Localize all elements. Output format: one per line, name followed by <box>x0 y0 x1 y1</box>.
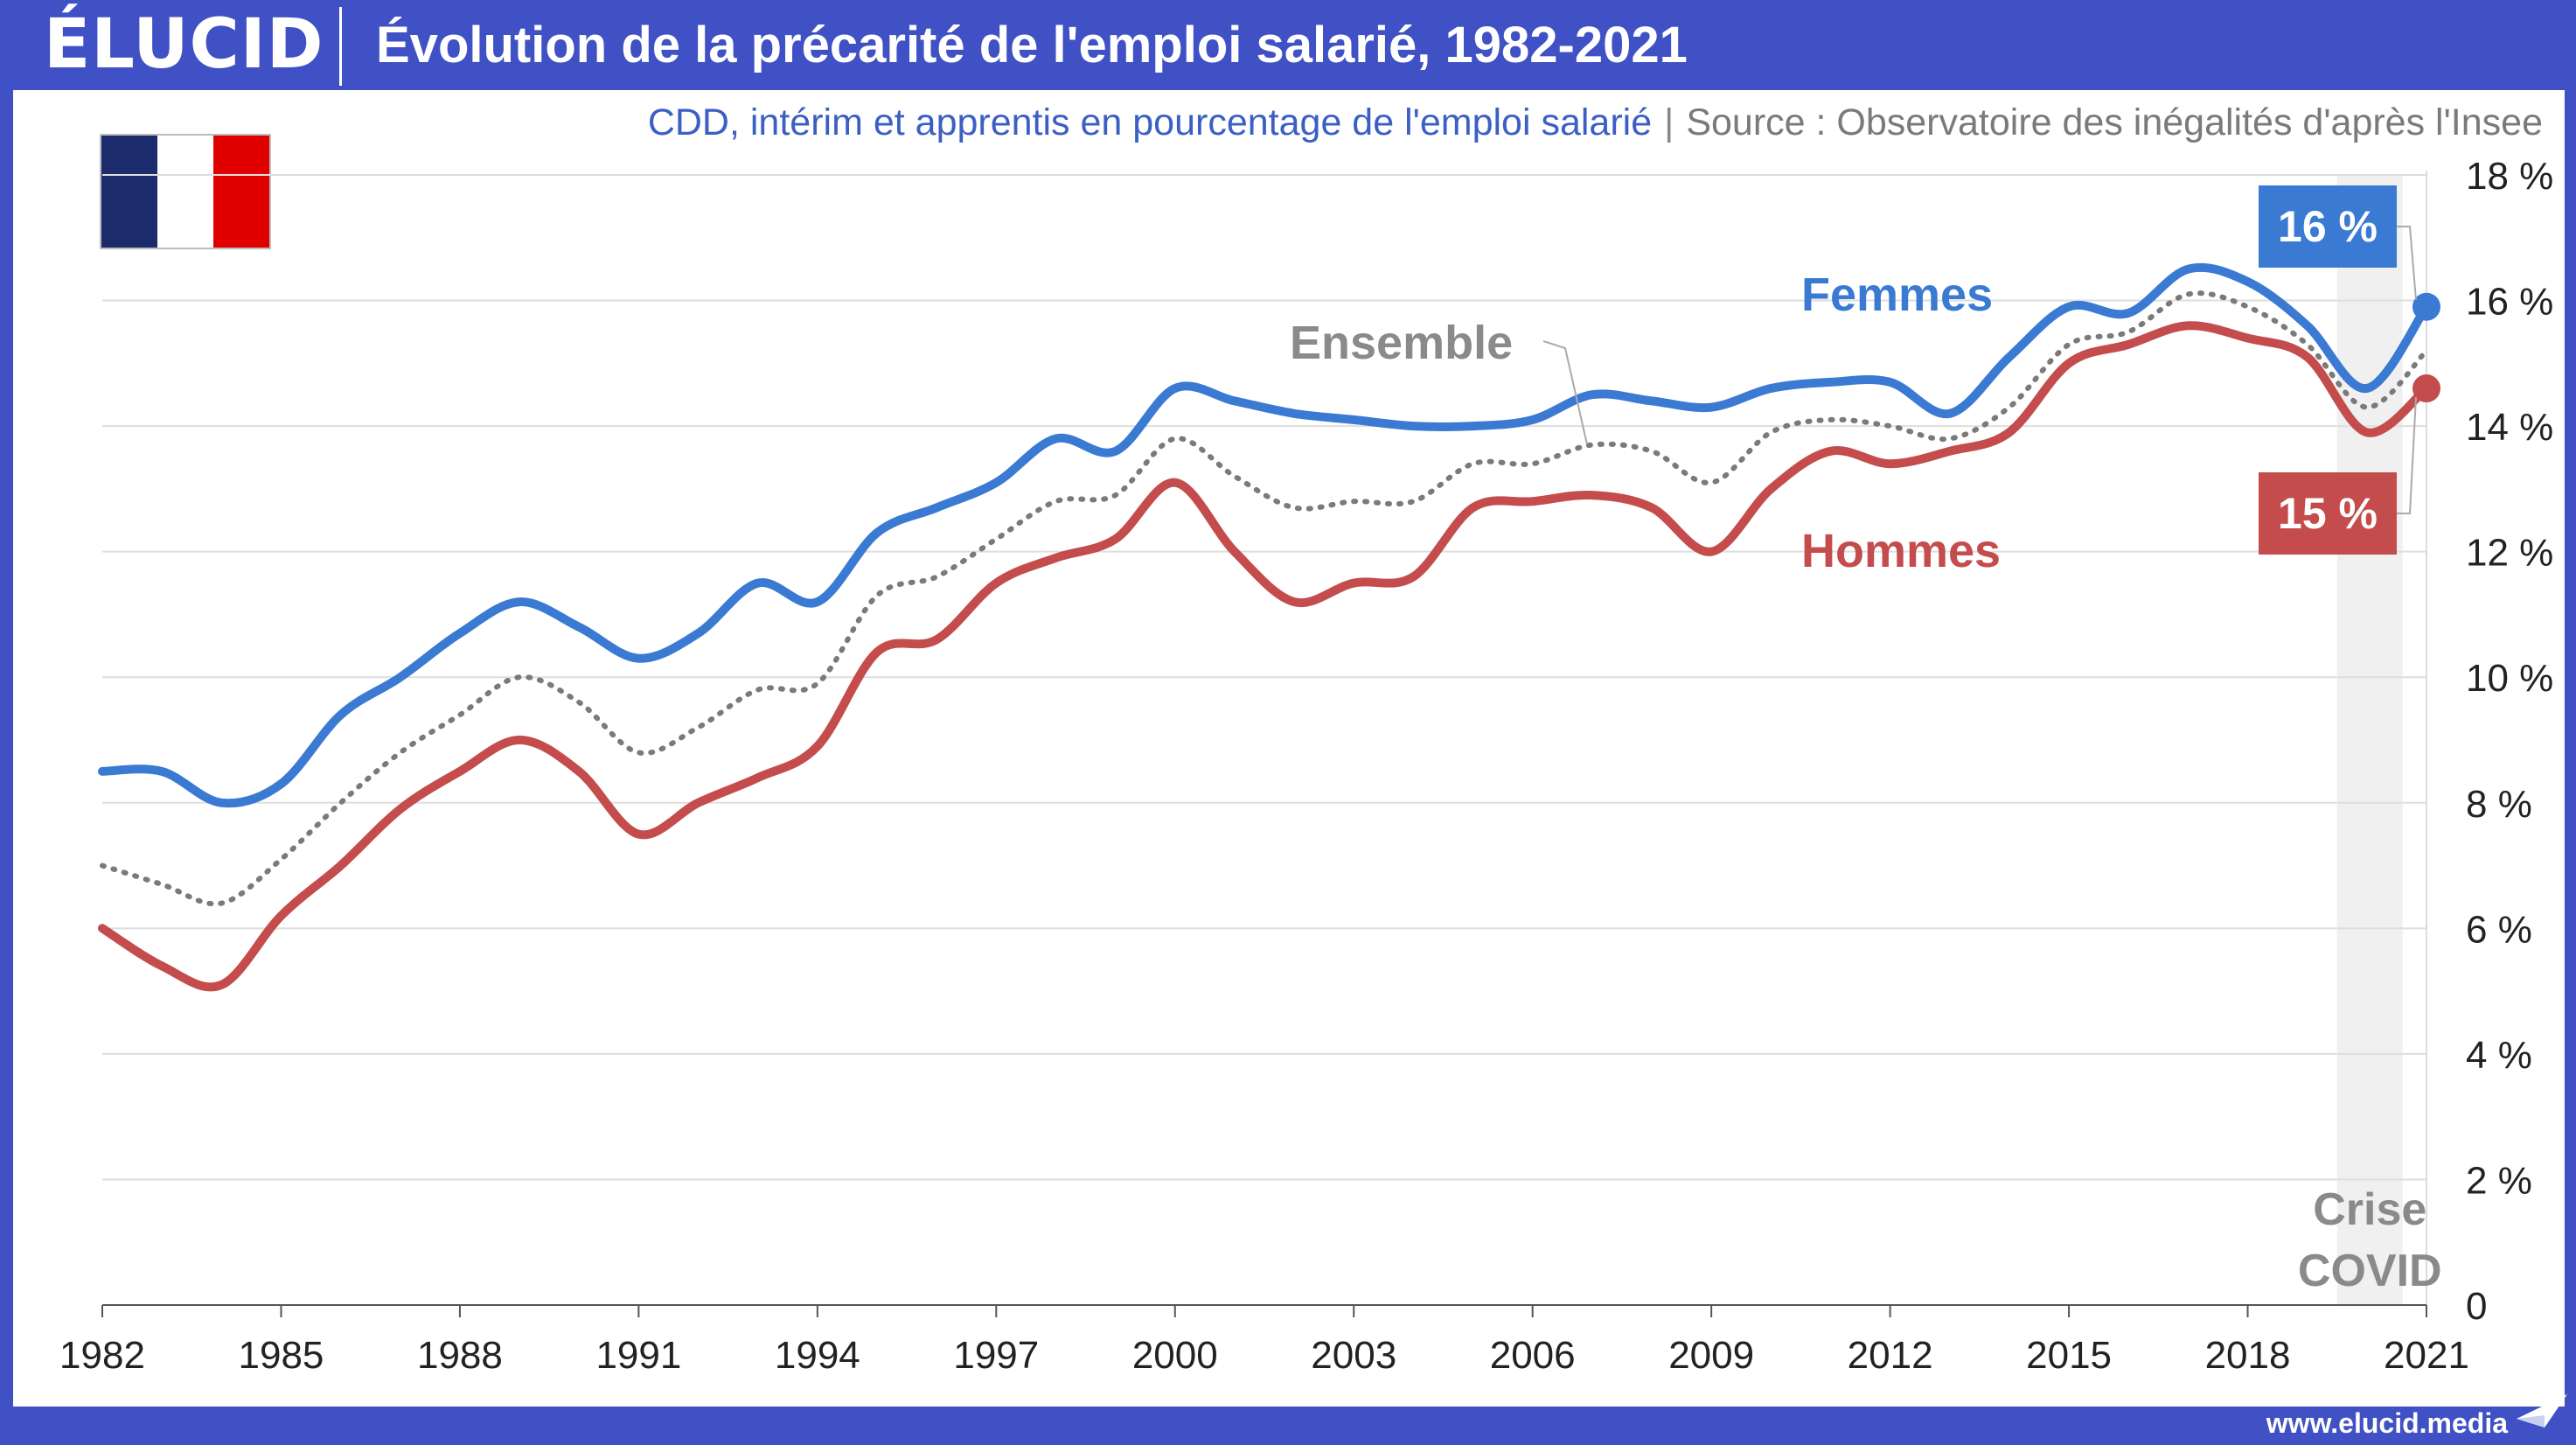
chart-title: Évolution de la précarité de l'emploi sa… <box>376 17 1688 73</box>
series-line-ensemble <box>100 290 2429 907</box>
leader-hommes <box>2397 396 2417 514</box>
x-tick-label: 2021 <box>2384 1334 2469 1377</box>
series-label-ensemble: Ensemble <box>1290 317 1513 369</box>
x-tick-label: 2006 <box>1490 1334 1576 1377</box>
flag-stripe-blue <box>101 136 157 248</box>
france-flag-icon <box>101 136 269 248</box>
ensemble-leader-line <box>1542 340 1588 445</box>
y-tick-label: 4 % <box>2466 1034 2532 1077</box>
y-tick-label: 18 % <box>2466 155 2553 198</box>
end-value-box-hommes <box>2259 472 2397 555</box>
end-value-box-femmes <box>2259 185 2397 268</box>
source-note: Source : Observatoire des inégalités d'a… <box>1686 101 2543 143</box>
x-tick-label: 2000 <box>1132 1334 1218 1377</box>
series-line-hommes <box>98 321 2431 992</box>
x-tick-label: 1991 <box>595 1334 681 1377</box>
covid-annotation-line2: COVID <box>2298 1246 2442 1296</box>
covid-band <box>2336 175 2403 1305</box>
series-line-femmes <box>98 262 2431 808</box>
x-tick-label: 1988 <box>417 1334 503 1377</box>
website-link[interactable]: www.elucid.media <box>2266 1407 2508 1439</box>
x-tick-label: 2012 <box>1848 1334 1933 1377</box>
x-tick-label: 1994 <box>775 1334 860 1377</box>
y-tick-label: 16 % <box>2466 281 2553 324</box>
end-marker-hommes <box>2412 374 2440 403</box>
y-tick-label: 12 % <box>2466 532 2553 575</box>
covid-annotation-line1: Crise <box>2313 1184 2426 1235</box>
series-label-femmes: Femmes <box>1801 269 1993 321</box>
subtitle-separator: | <box>1664 101 1674 143</box>
y-tick-label: 8 % <box>2466 783 2532 826</box>
x-tick-label: 1985 <box>239 1334 324 1377</box>
y-tick-label: 0 <box>2466 1285 2487 1328</box>
x-tick-label: 2018 <box>2205 1334 2291 1377</box>
header-divider <box>339 7 342 86</box>
y-tick-label: 14 % <box>2466 406 2553 449</box>
subtitle-row: CDD, intérim et apprentis en pourcentage… <box>648 96 2543 149</box>
x-tick-label: 1982 <box>59 1334 145 1377</box>
x-tick-label: 1997 <box>953 1334 1039 1377</box>
x-tick-label: 2003 <box>1311 1334 1396 1377</box>
paper-plane-icon <box>2517 1394 2567 1428</box>
x-tick-label: 2015 <box>2026 1334 2112 1377</box>
y-tick-label: 6 % <box>2466 908 2532 951</box>
end-value-label-hommes: 15 % <box>2278 489 2378 538</box>
leader-femmes <box>2397 226 2417 300</box>
y-tick-label: 10 % <box>2466 657 2553 700</box>
flag-stripe-white <box>157 136 213 248</box>
series-label-hommes: Hommes <box>1801 525 2001 577</box>
x-tick-label: 2009 <box>1668 1334 1754 1377</box>
end-marker-femmes <box>2412 292 2440 321</box>
y-tick-label: 2 % <box>2466 1159 2532 1202</box>
elucid-logo[interactable]: ÉLUCID <box>44 5 324 84</box>
chart-subtitle: CDD, intérim et apprentis en pourcentage… <box>647 101 1653 143</box>
end-value-label-femmes: 16 % <box>2278 202 2378 251</box>
flag-stripe-red <box>213 136 269 248</box>
